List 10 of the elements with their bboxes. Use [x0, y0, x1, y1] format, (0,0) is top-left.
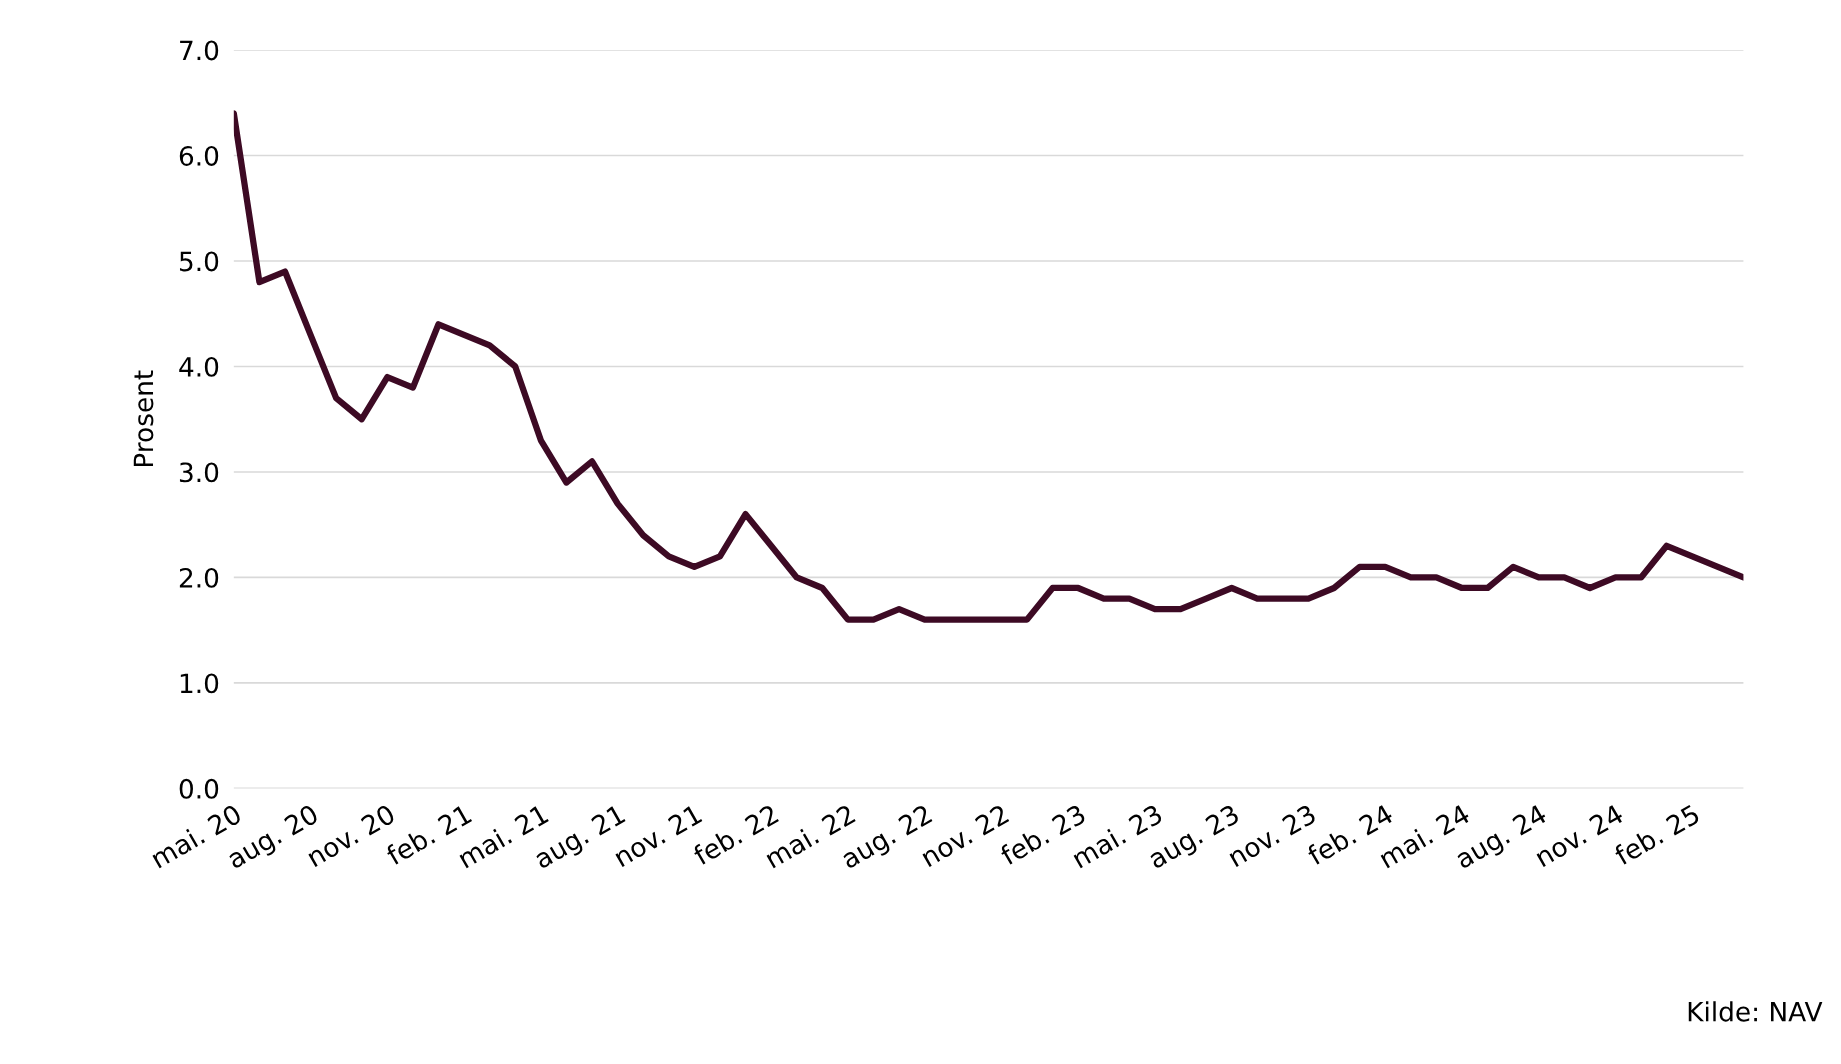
y-tick-label: 3.0	[179, 462, 219, 483]
y-tick-label: 4.0	[179, 356, 219, 377]
text: Kilde: NAV	[1688, 1001, 1823, 1022]
y-axis-title: Prosent	[133, 370, 154, 467]
y-tick-label: 2.0	[179, 567, 219, 588]
y-tick-label: 7.0	[180, 40, 219, 61]
y-tick-label: 5.0	[179, 251, 219, 272]
y-tick-label: 1.0	[180, 673, 219, 694]
y-tick-label: 0.0	[179, 778, 219, 799]
y-tick-label: 6.0	[179, 145, 219, 166]
